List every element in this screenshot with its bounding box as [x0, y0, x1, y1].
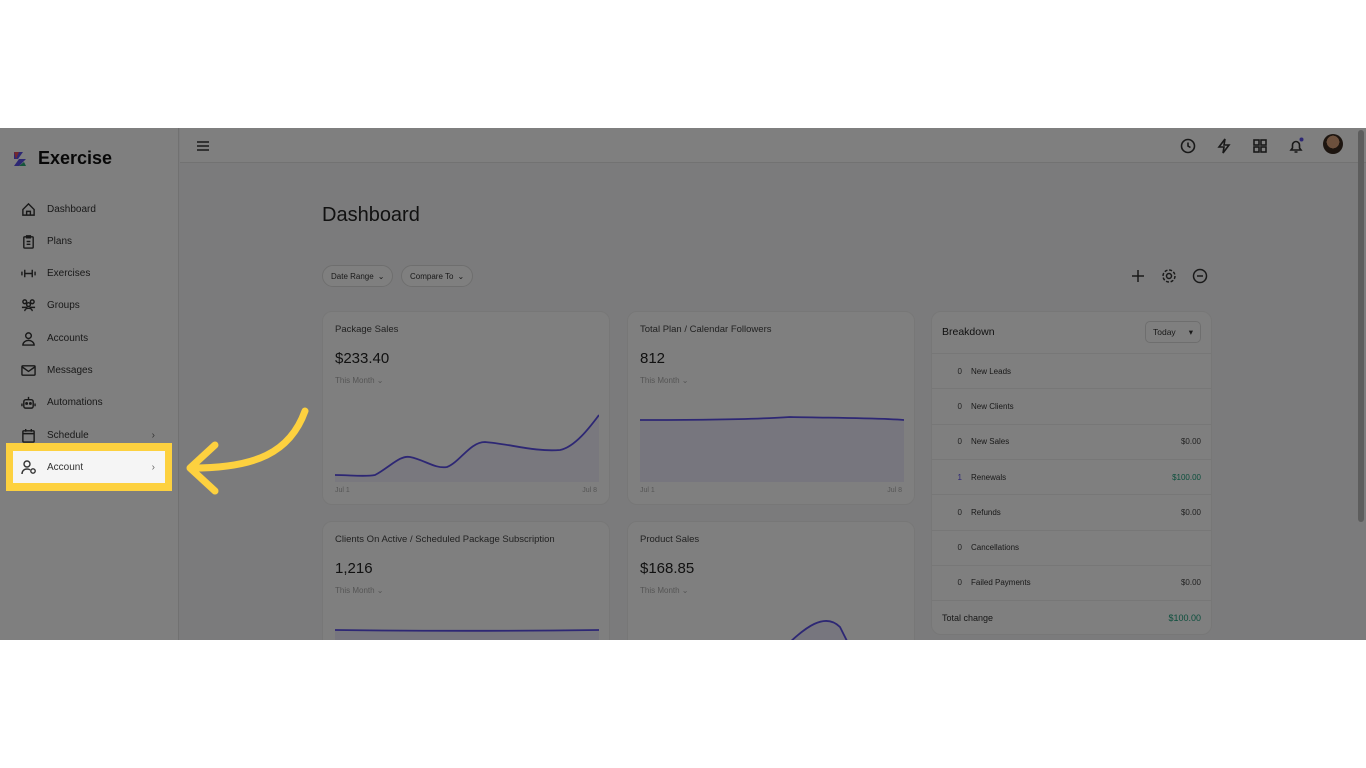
sidebar-item-account[interactable]: Account ›	[13, 451, 165, 483]
app-window: Exercise DashboardPlansExercisesGroupsAc…	[0, 128, 1366, 640]
dim-overlay	[0, 128, 1366, 640]
sidebar-item-label: Account	[47, 461, 84, 473]
pointer-arrow-icon	[186, 407, 309, 495]
highlight-box: Account ›	[6, 443, 172, 491]
chevron-right-icon: ›	[151, 461, 155, 473]
user-gear-icon	[21, 459, 36, 474]
